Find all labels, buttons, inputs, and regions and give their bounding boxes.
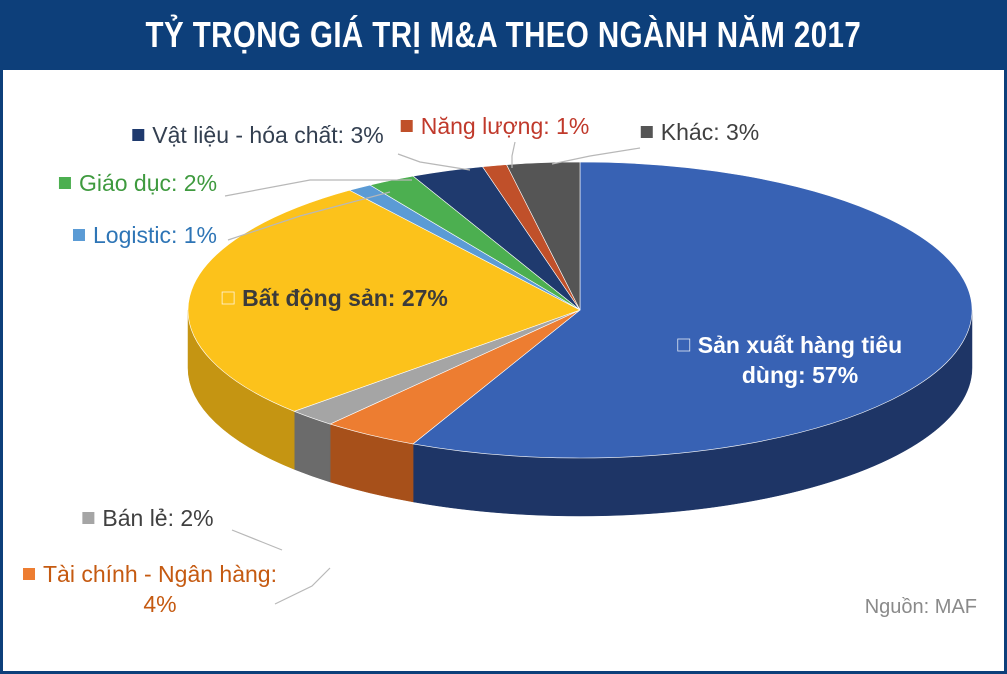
data-label-text-2-2: 4% xyxy=(143,591,176,617)
leader-line-2 xyxy=(274,567,331,605)
legend-square-8 xyxy=(400,120,413,132)
legend-square-1 xyxy=(677,338,691,352)
pie-slice-9 xyxy=(506,161,581,311)
pie-chart: Sản xuất hàng tiêu dùng: 57% Tài chính - N… xyxy=(23,113,973,617)
data-label-text-1-1: Sản xuất hàng tiêu xyxy=(698,332,902,358)
pie-slice-4 xyxy=(187,189,581,412)
pie-slices xyxy=(187,161,973,459)
data-label-3: Bán lẻ: 2% xyxy=(82,505,214,531)
legend-square-4 xyxy=(221,291,235,305)
legend-square-3 xyxy=(82,512,95,524)
data-label-text-7-1: Vật liệu - hóa chất: 3% xyxy=(152,122,383,148)
data-label-text-8-1: Năng lượng: 1% xyxy=(421,113,590,139)
data-label-2: Tài chính - Ngân hàng: 4% xyxy=(23,561,277,617)
data-label-9: Khác: 3% xyxy=(640,119,759,145)
leader-line-5 xyxy=(227,191,391,241)
data-label-text-9-1: Khác: 3% xyxy=(661,119,759,145)
legend-square-2 xyxy=(23,568,36,580)
leader-line-6 xyxy=(224,179,412,197)
source-note: Nguồn: MAF xyxy=(864,596,977,618)
data-label-text-3-1: Bán lẻ: 2% xyxy=(102,505,213,531)
legend-square-5 xyxy=(72,229,85,241)
data-label-text-4-1: Bất động sản: 27% xyxy=(242,285,448,311)
leader-line-8 xyxy=(511,141,516,168)
leader-line-7 xyxy=(397,153,471,171)
data-label-text-1-2: dùng: 57% xyxy=(742,362,858,388)
data-label-text-5-1: Logistic: 1% xyxy=(93,222,217,248)
data-label-7: Vật liệu - hóa chất: 3% xyxy=(132,122,384,148)
data-label-5: Logistic: 1% xyxy=(72,222,217,248)
data-label-text-6-1: Giáo dục: 2% xyxy=(79,170,217,196)
data-label-1: Sản xuất hàng tiêu dùng: 57% xyxy=(677,332,902,388)
chart-title: TỶ TRỌNG GIÁ TRỊ M&A THEO NGÀNH NĂM 2017 xyxy=(145,14,862,55)
data-label-4: Bất động sản: 27% xyxy=(221,285,448,311)
pie-slice-1 xyxy=(412,161,973,459)
data-label-6: Giáo dục: 2% xyxy=(58,170,217,196)
leader-line-9 xyxy=(551,147,641,165)
legend-square-9 xyxy=(640,126,653,138)
legend-square-7 xyxy=(132,129,145,141)
leader-line-3 xyxy=(231,529,283,551)
title-bar: TỶ TRỌNG GIÁ TRỊ M&A THEO NGÀNH NĂM 2017 xyxy=(0,0,1007,70)
data-label-text-2-1: Tài chính - Ngân hàng: xyxy=(43,561,277,587)
legend-square-6 xyxy=(58,177,71,189)
data-label-8: Năng lượng: 1% xyxy=(400,113,590,139)
